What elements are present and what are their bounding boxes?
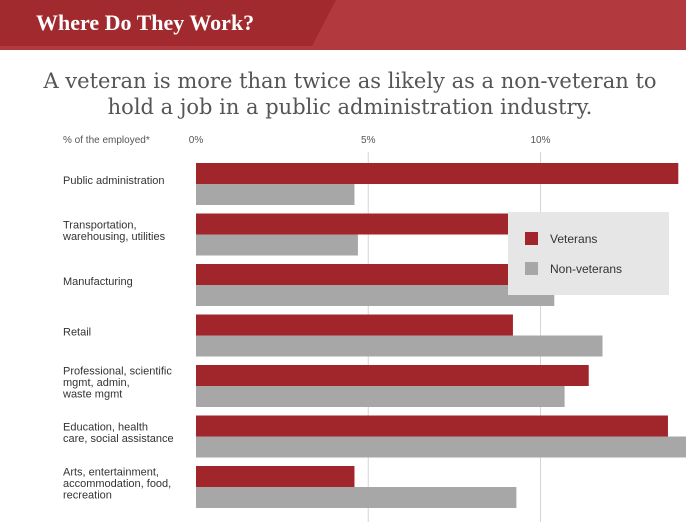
bar-veterans	[196, 315, 513, 336]
legend-label: Non-veterans	[550, 262, 622, 276]
category-label-line: care, social assistance	[63, 433, 174, 445]
category-label-line: warehousing, utilities	[62, 231, 166, 243]
legend-label: Veterans	[550, 232, 597, 246]
legend-swatch-non-veterans	[525, 262, 538, 275]
category-label-line: Public administration	[63, 175, 165, 187]
category-label-line: Arts, entertainment,	[63, 466, 159, 478]
bar-non-veterans	[196, 235, 358, 256]
category-label: Retail	[63, 326, 91, 338]
category-label-line: waste mgmt	[62, 388, 122, 400]
x-tick-label: 10%	[530, 135, 550, 146]
category-label-line: Transportation,	[63, 220, 137, 232]
bar-non-veterans	[196, 386, 565, 407]
legend-box	[508, 212, 669, 295]
category-label: Professional, scientific mgmt, admin, wast…	[62, 365, 172, 400]
category-label-line: Manufacturing	[63, 276, 133, 288]
category-label: Arts, entertainment, accommodation, food,…	[63, 466, 171, 501]
bar-non-veterans	[196, 437, 686, 458]
category-label: Public administration	[63, 175, 165, 187]
bar-veterans	[196, 163, 678, 184]
bar-veterans	[196, 214, 547, 235]
bar-veterans	[196, 416, 668, 437]
category-label-line: Education, health	[63, 422, 148, 434]
bar-non-veterans	[196, 336, 603, 357]
category-label-line: mgmt, admin,	[63, 377, 130, 389]
bar-non-veterans	[196, 487, 516, 508]
category-label: Education, health care, social assistance	[63, 422, 174, 446]
legend-swatch-veterans	[525, 232, 538, 245]
category-label-line: Professional, scientific	[63, 365, 172, 377]
x-tick-label: 5%	[361, 135, 376, 146]
category-label: Transportation, warehousing, utilities	[62, 220, 166, 244]
bar-veterans	[196, 365, 589, 386]
category-label-line: recreation	[63, 489, 112, 501]
bar-veterans	[196, 466, 354, 487]
category-label-line: Retail	[63, 326, 91, 338]
category-label: Manufacturing	[63, 276, 133, 288]
bar-non-veterans	[196, 184, 354, 205]
x-tick-label: 0%	[189, 135, 204, 146]
bar-non-veterans	[196, 285, 554, 306]
category-label-line: accommodation, food,	[63, 478, 171, 490]
axis-caption: % of the employed*	[63, 135, 150, 146]
